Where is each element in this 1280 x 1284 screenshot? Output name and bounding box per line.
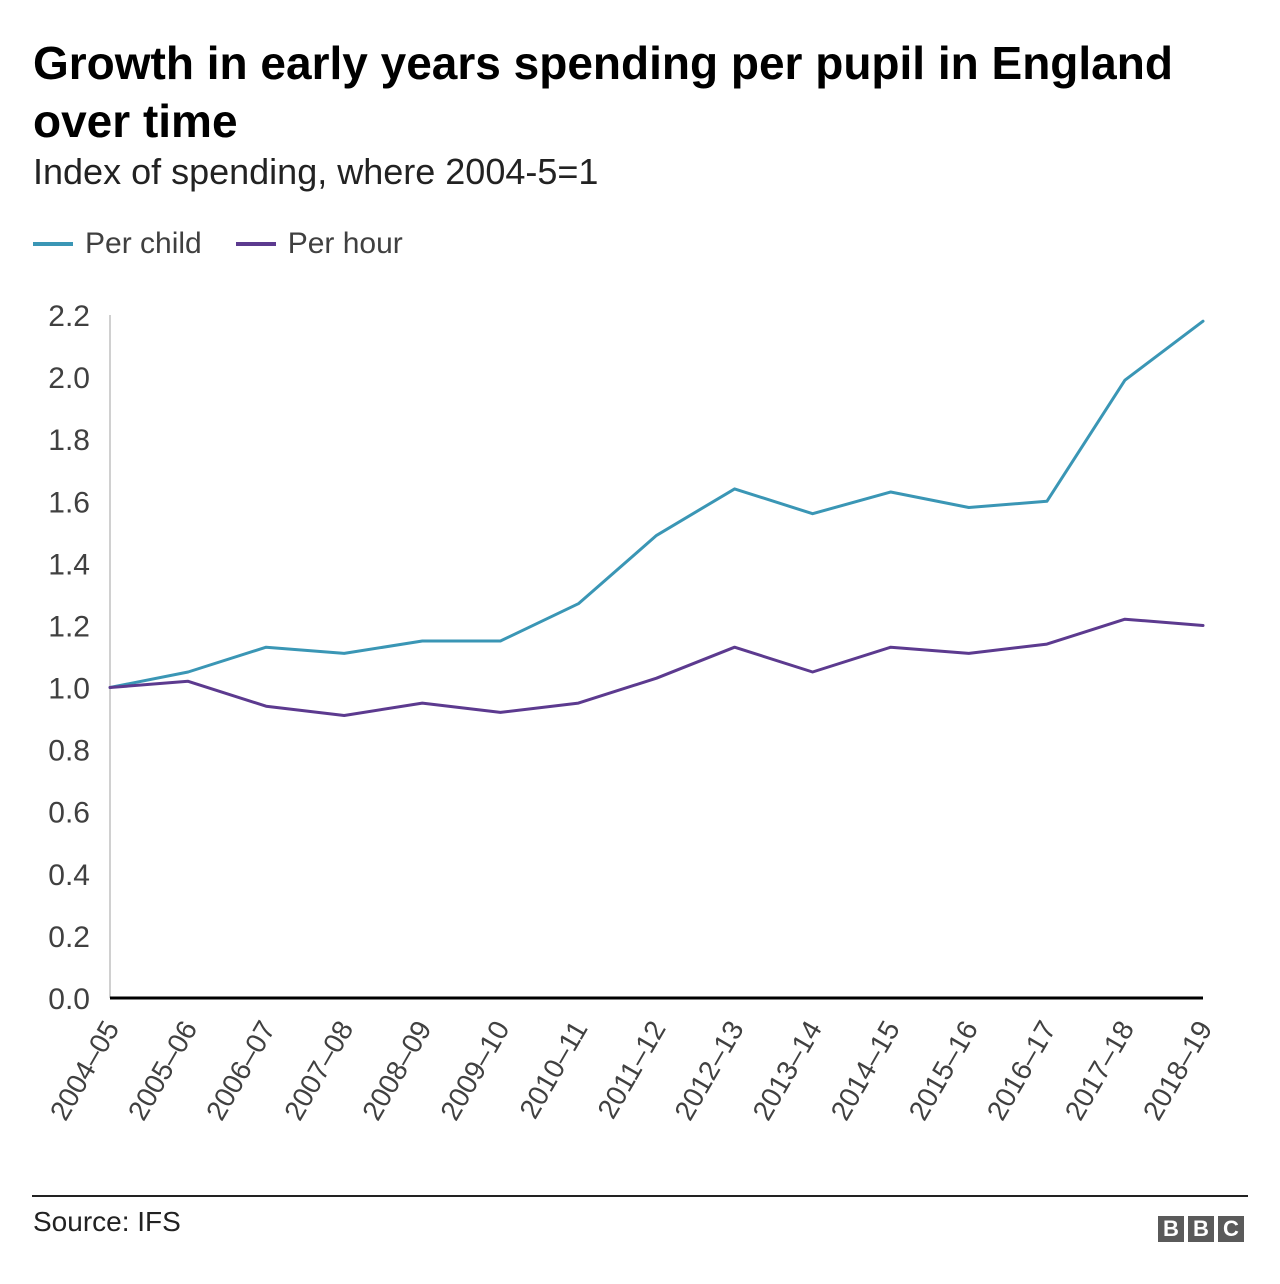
source-note: Source: IFS: [33, 1206, 181, 1237]
bbc-logo-letter: B: [1188, 1216, 1214, 1242]
x-tick-label: 2018–19: [1137, 1016, 1218, 1126]
y-tick-label: 0.6: [48, 797, 90, 830]
x-tick-label: 2010–11: [513, 1016, 593, 1124]
x-tick-label: 2011–12: [591, 1016, 671, 1124]
legend-item-per-hour: Per hour: [235, 227, 403, 261]
x-tick-label: 2013–14: [746, 1016, 827, 1126]
y-tick-label: 0.0: [48, 983, 90, 1016]
x-tick-label: 2005–06: [122, 1016, 203, 1126]
chart-legend: Per child Per hour: [33, 224, 437, 264]
bbc-logo-letter: B: [1158, 1216, 1184, 1242]
legend-item-per-child: Per child: [33, 227, 202, 261]
chart-subtitle: Index of spending, where 2004-5=1: [33, 151, 599, 192]
y-tick-label: 2.2: [48, 300, 90, 333]
y-tick-label: 1.4: [48, 548, 90, 581]
y-tick-label: 1.6: [48, 486, 90, 519]
legend-label-per-child: Per child: [85, 227, 202, 260]
y-tick-label: 1.2: [48, 610, 90, 643]
legend-swatch-per-child: [33, 242, 73, 246]
x-tick-label: 2007–08: [278, 1016, 359, 1126]
x-tick-label: 2008–09: [356, 1016, 437, 1126]
x-tick-label: 2009–10: [434, 1016, 515, 1126]
chart-title: Growth in early years spending per pupil…: [33, 37, 1173, 147]
x-tick-label: 2012–13: [668, 1016, 749, 1126]
y-tick-label: 0.2: [48, 921, 90, 954]
y-tick-label: 1.0: [48, 673, 90, 706]
x-tick-label: 2016–17: [981, 1016, 1062, 1126]
x-tick-label: 2014–15: [825, 1016, 906, 1126]
legend-swatch-per-hour: [235, 242, 276, 246]
bbc-logo-letter: C: [1218, 1216, 1244, 1242]
x-tick-label: 2017–18: [1059, 1016, 1140, 1126]
y-tick-label: 0.4: [48, 859, 90, 892]
x-tick-label: 2015–16: [903, 1015, 984, 1125]
x-tick-label: 2006–07: [200, 1016, 281, 1126]
x-tick-label: 2004–05: [44, 1016, 125, 1126]
footer-divider: [32, 1195, 1248, 1197]
y-tick-label: 2.0: [48, 362, 90, 395]
series-line-per-hour: [108, 617, 1205, 717]
y-tick-label: 0.8: [48, 735, 90, 768]
legend-label-per-hour: Per hour: [287, 227, 403, 260]
bbc-logo: B B C: [1158, 1216, 1244, 1242]
y-tick-label: 1.8: [48, 424, 90, 457]
series-line-per-child: [108, 319, 1205, 689]
